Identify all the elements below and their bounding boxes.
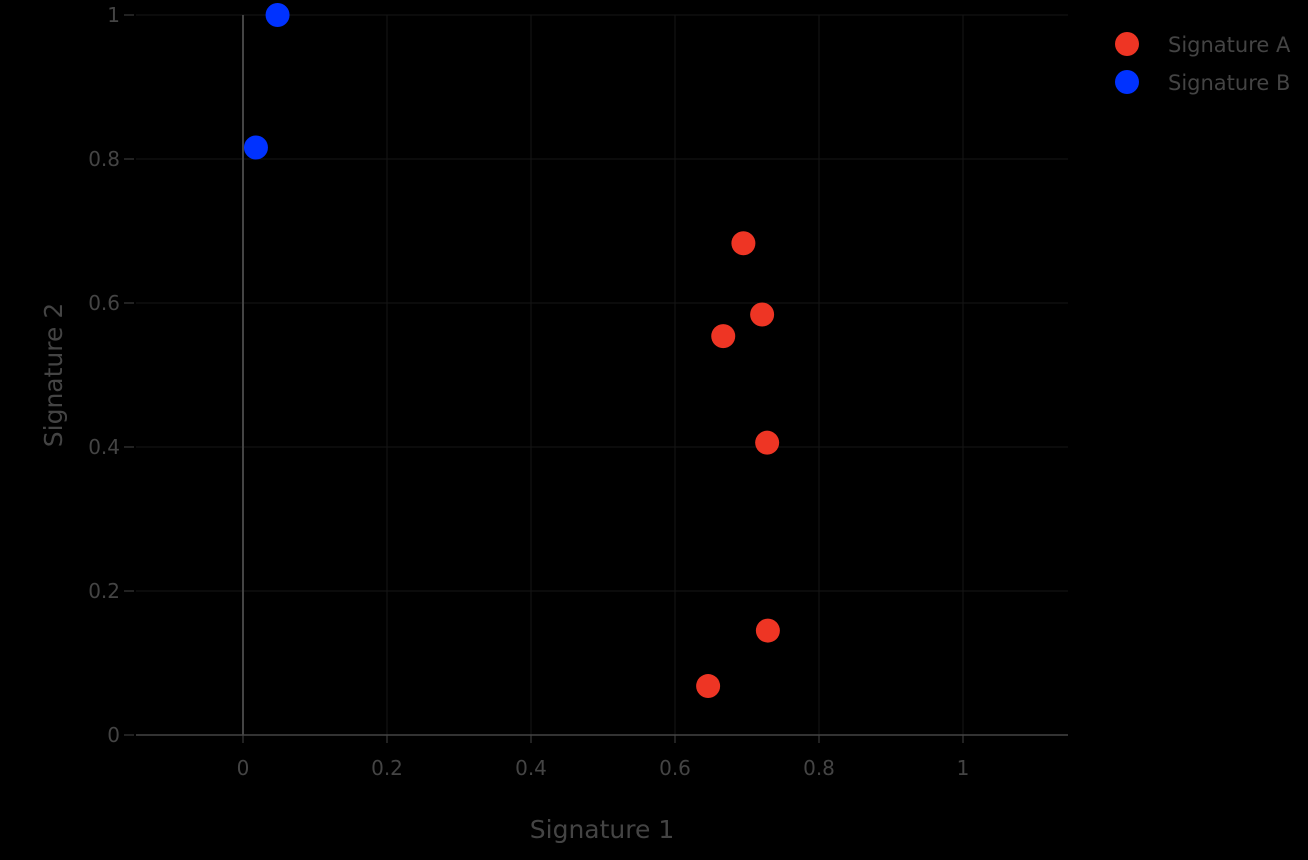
- data-point: [696, 674, 721, 699]
- legend: Signature A Signature B: [1115, 32, 1291, 95]
- legend-label: Signature B: [1168, 71, 1290, 95]
- x-tick-label: 1: [957, 756, 970, 780]
- data-point: [755, 430, 780, 455]
- x-tick-label: 0.2: [371, 756, 403, 780]
- x-tick-label: 0.8: [803, 756, 835, 780]
- y-tick-label: 0.8: [88, 147, 120, 171]
- x-tick-label: 0.4: [515, 756, 547, 780]
- data-point: [731, 231, 756, 256]
- axes: [124, 14, 1068, 743]
- x-tick-label: 0: [237, 756, 250, 780]
- tick-labels: 0 0.2 0.4 0.6 0.8 1 0 0.2 0.4 0.6 0.8 1: [88, 3, 969, 780]
- data-points: [243, 3, 780, 699]
- grid-lines: [136, 14, 1068, 735]
- legend-label: Signature A: [1168, 33, 1291, 57]
- legend-marker: [1115, 32, 1139, 56]
- y-axis-title: Signature 2: [39, 303, 68, 447]
- y-tick-label: 0: [107, 723, 120, 747]
- data-point: [750, 302, 775, 327]
- data-point: [243, 135, 268, 160]
- y-tick-label: 0.4: [88, 435, 120, 459]
- y-tick-label: 1: [107, 3, 120, 27]
- x-tick-label: 0.6: [659, 756, 691, 780]
- data-point: [265, 3, 290, 27]
- x-axis-title: Signature 1: [530, 815, 674, 844]
- data-point: [755, 618, 780, 643]
- y-tick-label: 0.2: [88, 579, 120, 603]
- legend-marker: [1115, 70, 1139, 94]
- data-point: [711, 324, 736, 349]
- y-tick-label: 0.6: [88, 291, 120, 315]
